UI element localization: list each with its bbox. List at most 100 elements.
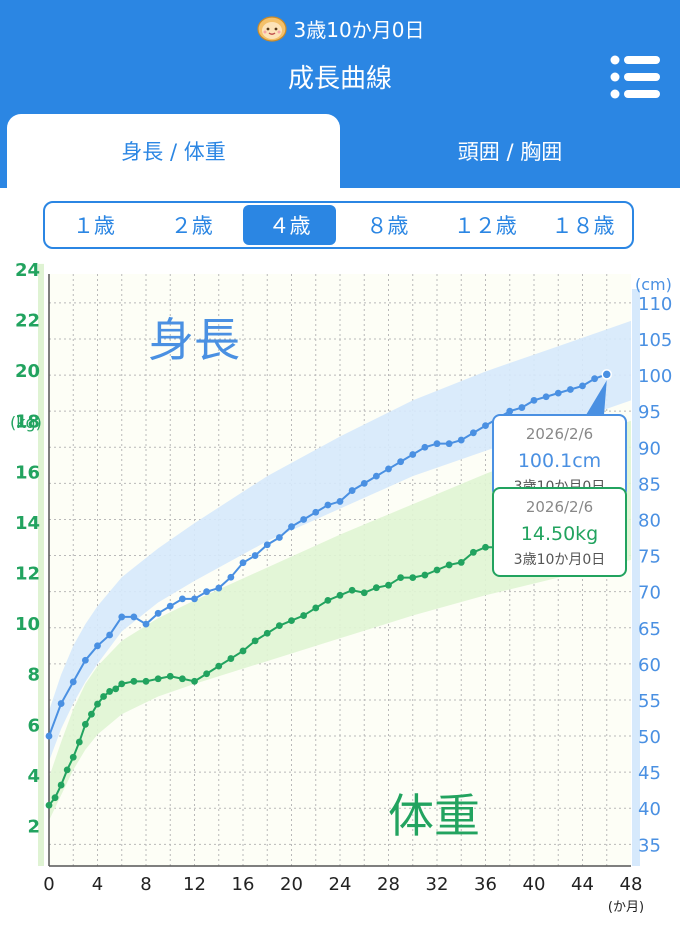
x-tick-label: 40 — [523, 874, 546, 895]
height-tick-label: 55 — [638, 691, 661, 712]
weight-series-point — [336, 591, 344, 599]
weight-series-point — [372, 584, 380, 592]
weight-series-point — [288, 617, 295, 624]
growth-chart[interactable]: 0 4 8 12 16 20 24 28 32 36 40 44 48(か月)3540455055606… — [0, 262, 680, 926]
weight-tick-label: 22 — [15, 311, 40, 332]
weight-series-point — [88, 710, 95, 718]
height-axis-bar — [632, 289, 640, 866]
weight-series-point — [100, 693, 107, 700]
weight-series-point — [215, 662, 223, 670]
height-series-point — [397, 458, 405, 466]
weight-series-point — [445, 561, 453, 569]
height-series-point — [69, 678, 77, 686]
weight-tick-label: 6 — [27, 715, 40, 736]
height-chart-label: 身長 — [148, 313, 240, 367]
weight-tooltip-age: 3歳10か月0日 — [514, 552, 606, 568]
height-series-point — [81, 656, 89, 664]
x-tick-label: 32 — [426, 874, 449, 895]
height-series-point — [542, 393, 550, 401]
height-series-point — [166, 602, 174, 610]
weight-tick-label: 16 — [15, 462, 40, 483]
height-series-point — [579, 382, 586, 390]
weight-series-point — [469, 548, 477, 556]
weight-series-point — [81, 720, 89, 728]
height-series-point — [324, 501, 332, 509]
weight-series-point — [94, 700, 101, 708]
x-tick-label: 0 — [43, 874, 54, 895]
height-series-point — [312, 508, 320, 516]
weight-series-point — [324, 596, 332, 604]
height-series-point — [239, 559, 247, 567]
x-tick-label: 24 — [329, 874, 352, 895]
weight-series-point — [263, 629, 271, 637]
weight-series-point — [75, 738, 83, 746]
height-tick-label: 85 — [638, 474, 661, 495]
height-series-point — [554, 389, 562, 397]
weight-tooltip-date: 2026/2/6 — [526, 498, 593, 516]
height-series-point — [421, 443, 429, 451]
height-tick-label: 40 — [638, 799, 661, 820]
weight-series-point — [300, 612, 308, 619]
height-series-point — [154, 609, 162, 617]
weight-series-point — [348, 586, 356, 594]
range-8y-button[interactable]: ８歳 — [366, 214, 409, 238]
height-series-point — [409, 451, 417, 458]
height-series-point — [360, 479, 368, 487]
weight-series-point — [166, 672, 174, 680]
height-series-point — [251, 552, 259, 559]
range-2y-button[interactable]: ２歳 — [170, 214, 213, 238]
app-header: 3歳10か月0日 成長曲線 身長 / 体重 頭囲 / 胸囲 — [0, 0, 680, 188]
height-series-point — [530, 396, 538, 404]
weight-tick-label: 18 — [15, 412, 40, 433]
height-tick-label: 75 — [638, 547, 661, 568]
x-tick-label: 20 — [280, 874, 303, 895]
range-18y-button[interactable]: １８歳 — [551, 214, 615, 238]
weight-tooltip-value: 14.50kg — [521, 523, 598, 545]
weight-series-point — [457, 559, 465, 566]
height-tooltip-value: 100.1cm — [518, 450, 601, 472]
height-series-point — [348, 487, 356, 494]
height-series-point — [57, 700, 65, 707]
weight-series-point — [227, 655, 235, 662]
height-series-point — [263, 541, 271, 549]
x-tick-label: 28 — [377, 874, 400, 895]
weight-series-point — [112, 685, 120, 693]
weight-reference-band — [49, 420, 631, 821]
range-12y-button[interactable]: １２歳 — [453, 214, 517, 238]
height-series-point — [372, 472, 380, 480]
height-tick-label: 110 — [638, 294, 672, 315]
weight-series-point — [51, 794, 59, 802]
weight-chart-label: 体重 — [388, 789, 480, 843]
weight-tooltip-box — [492, 487, 627, 577]
height-tick-label: 100 — [638, 366, 672, 387]
weight-series-point — [421, 571, 429, 579]
height-series-point — [288, 523, 295, 531]
page-title: 成長曲線 — [287, 64, 392, 94]
x-tick-label: 48 — [620, 874, 643, 895]
weight-series-point — [360, 589, 368, 597]
child-age: 3歳10か月0日 — [293, 17, 425, 42]
weight-series-point — [106, 688, 114, 695]
height-tick-label: 35 — [638, 835, 661, 856]
height-series-point — [142, 620, 150, 628]
height-series-point — [203, 588, 211, 596]
height-series-point — [591, 375, 599, 383]
height-series-point — [191, 595, 198, 603]
height-series-point — [130, 613, 138, 621]
tab-head-chest[interactable]: 頭囲 / 胸囲 — [457, 140, 563, 164]
weight-series-point — [142, 677, 150, 685]
range-1y-button[interactable]: １歳 — [72, 214, 115, 238]
weight-series-point — [397, 574, 405, 581]
x-tick-label: 44 — [571, 874, 594, 895]
weight-tick-label: 14 — [15, 513, 40, 534]
range-4y-button[interactable]: ４歳 — [242, 205, 337, 245]
x-tick-label: 16 — [232, 874, 255, 895]
height-latest-point — [601, 369, 612, 380]
tab-height-weight[interactable]: 身長 / 体重 — [7, 114, 340, 188]
height-series-point — [178, 595, 186, 603]
age-range-selector: １歳 ２歳 ４歳 ８歳 １２歳 １８歳 — [43, 201, 634, 249]
menu-icon[interactable] — [610, 54, 660, 100]
height-series-point — [506, 407, 514, 415]
x-tick-label: 12 — [183, 874, 206, 895]
weight-series-point — [275, 622, 283, 630]
